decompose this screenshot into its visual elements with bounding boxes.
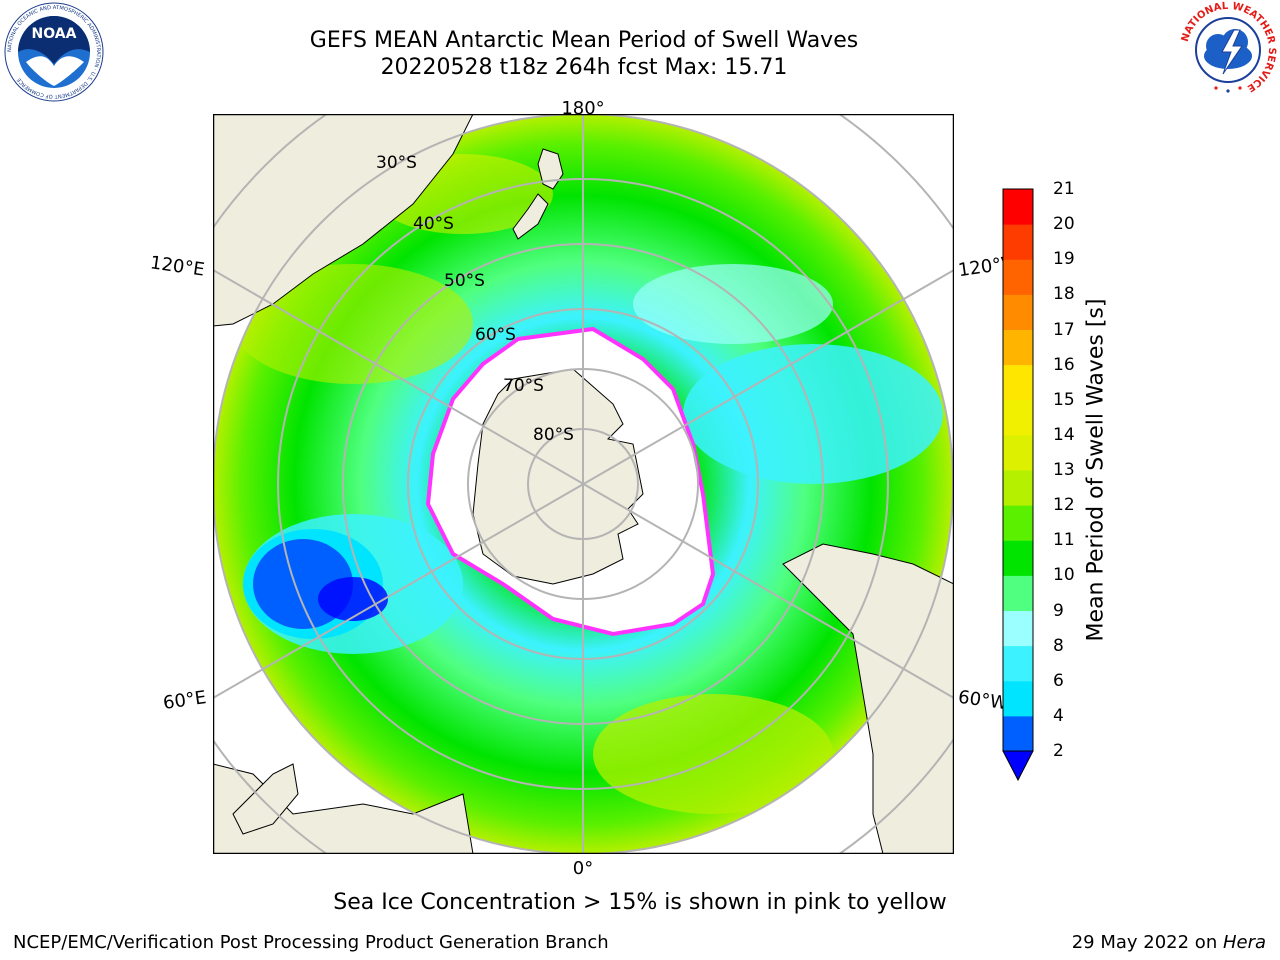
lat-label-50s: 50°S — [444, 271, 485, 291]
chart-subtitle: 20220528 t18z 264h fcst Max: 15.71 — [380, 55, 788, 80]
noaa-text: NOAA — [32, 26, 77, 42]
colorbar-tick-label: 6 — [1053, 670, 1064, 691]
sea-ice-caption: Sea Ice Concentration > 15% is shown in … — [333, 890, 947, 915]
colorbar-segment — [1003, 575, 1033, 611]
colorbar-segment — [1003, 329, 1033, 366]
colorbar-tick-label: 14 — [1053, 424, 1075, 445]
colorbar-tick-label: 4 — [1053, 705, 1064, 726]
colorbar-segment — [1003, 715, 1033, 752]
colorbar-segment — [1003, 540, 1033, 576]
footer-credit: NCEP/EMC/Verification Post Processing Pr… — [13, 932, 609, 953]
colorbar-tick-label: 19 — [1053, 249, 1075, 270]
new-zealand-land — [512, 148, 564, 240]
lon-label-60e: 60°E — [161, 687, 208, 714]
colorbar-segment — [1003, 645, 1033, 682]
lat-label-60s: 60°S — [475, 325, 516, 345]
colorbar-tick-label: 18 — [1053, 284, 1075, 305]
madagascar-land — [232, 763, 299, 835]
lat-label-40s: 40°S — [413, 214, 454, 234]
colorbar-segment — [1003, 294, 1033, 330]
colorbar-tick-label: 12 — [1053, 495, 1075, 516]
colorbar-tick-label: 13 — [1053, 460, 1075, 480]
colorbar-segment — [1003, 505, 1033, 541]
colorbar-tick-label: 11 — [1053, 530, 1075, 551]
colorbar-tick-label: 21 — [1053, 179, 1075, 199]
footer-date: 29 May 2022 on Hera — [1072, 932, 1266, 953]
lon-label-180: 180° — [561, 98, 605, 119]
chart-title: GEFS MEAN Antarctic Mean Period of Swell… — [309, 28, 859, 53]
colorbar-tick-label: 2 — [1053, 741, 1064, 761]
colorbar-extend-triangle — [1002, 750, 1034, 782]
footer-date-text: 29 May 2022 on — [1071, 932, 1223, 953]
lat-label-70s: 70°S — [503, 376, 544, 396]
colorbar-segment — [1003, 680, 1033, 717]
lat-label-30s: 30°S — [376, 153, 417, 173]
lat-label-80s: 80°S — [533, 425, 574, 445]
colorbar-tick-label: 8 — [1053, 635, 1064, 656]
polar-map — [213, 114, 954, 854]
nws-logo: NATIONAL WEATHER SERVICE — [1179, 1, 1277, 99]
colorbar-segment — [1003, 470, 1033, 506]
colorbar-tick-label: 10 — [1053, 565, 1075, 586]
colorbar-tick-label: 9 — [1053, 600, 1064, 621]
colorbar-tick-label: 17 — [1053, 319, 1075, 340]
colorbar — [1002, 188, 1034, 782]
colorbar-segment — [1003, 364, 1033, 401]
noaa-logo: NATIONAL OCEANIC AND ATMOSPHERIC ADMINIS… — [4, 2, 104, 102]
lon-label-0: 0° — [572, 858, 594, 879]
colorbar-segment — [1003, 224, 1033, 260]
antarctica-land — [472, 368, 644, 585]
colorbar-tick-label: 15 — [1053, 389, 1075, 410]
colorbar-tick-label: 16 — [1053, 354, 1075, 375]
colorbar-segment — [1003, 434, 1033, 471]
colorbar-segment — [1003, 399, 1033, 436]
colorbar-tick-label: 20 — [1053, 214, 1075, 235]
colorbar-segment — [1003, 610, 1033, 647]
lon-label-120e: 120°E — [148, 252, 206, 281]
colorbar-segment — [1003, 259, 1033, 295]
footer-host: Hera — [1222, 932, 1266, 953]
colorbar-segment — [1003, 189, 1033, 225]
colorbar-label: Mean Period of Swell Waves [s] — [1083, 298, 1109, 642]
